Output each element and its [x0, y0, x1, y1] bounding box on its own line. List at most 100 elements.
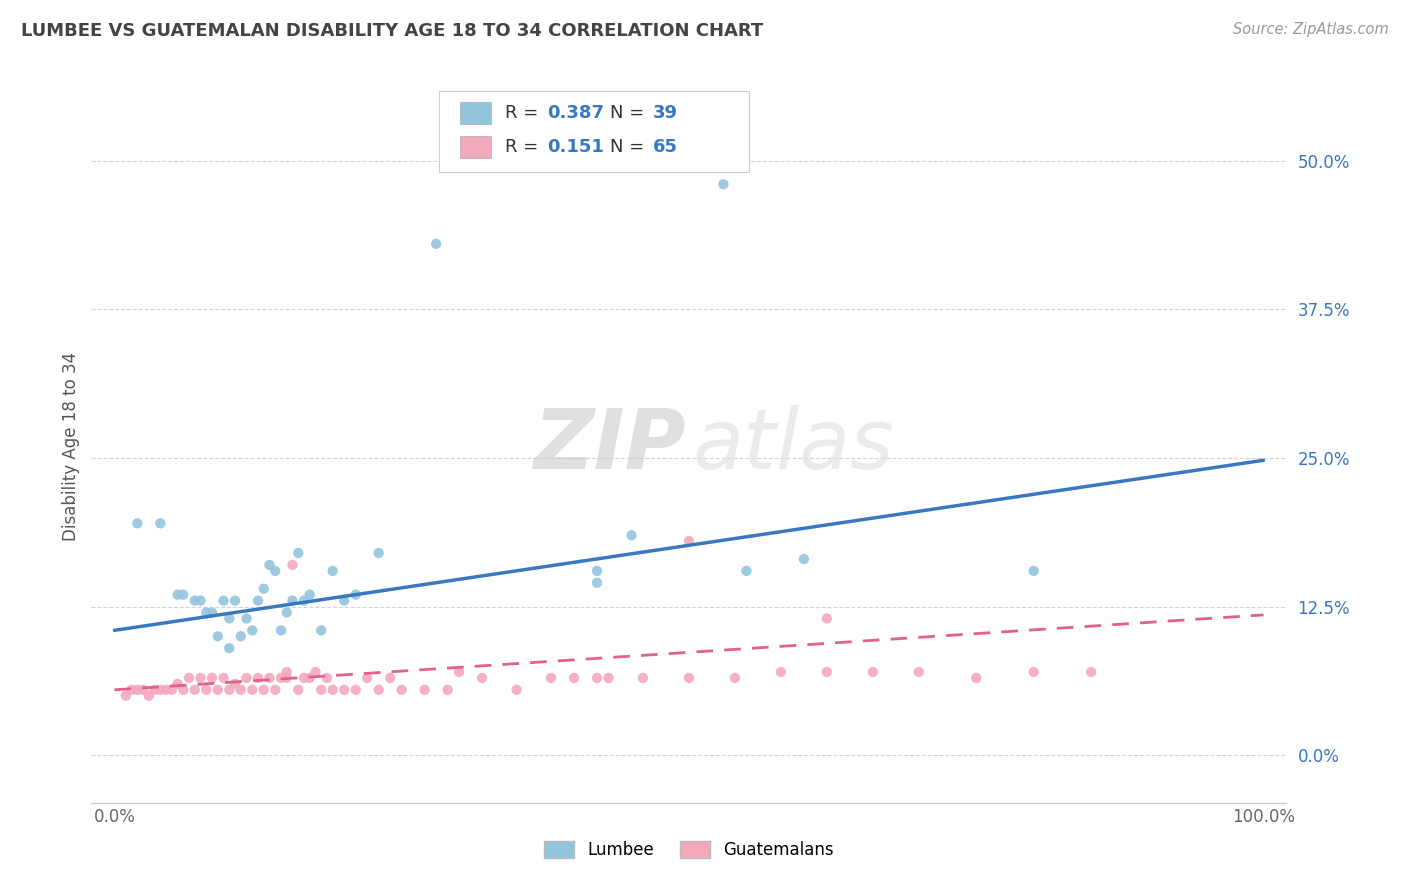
Point [540, 671, 562, 685]
Point [190, 593, 212, 607]
Point [333, 682, 356, 697]
Point [218, 641, 240, 656]
Point [620, 528, 643, 542]
Point [201, 671, 224, 685]
Point [292, 593, 315, 607]
Point [309, 624, 332, 638]
Point [1022, 564, 1045, 578]
Text: 0.387: 0.387 [547, 104, 605, 122]
Point [586, 564, 609, 578]
Point [724, 671, 747, 685]
Point [678, 671, 700, 685]
Text: N =: N = [610, 138, 650, 156]
Point [436, 682, 458, 697]
Point [218, 682, 240, 697]
Point [505, 682, 527, 697]
Point [212, 671, 235, 685]
Point [253, 582, 276, 596]
Point [586, 575, 609, 590]
Point [413, 682, 436, 697]
Point [333, 593, 356, 607]
Point [172, 682, 194, 697]
Point [322, 564, 344, 578]
Point [276, 606, 298, 620]
Point [292, 671, 315, 685]
Point [195, 682, 218, 697]
Point [598, 671, 620, 685]
Point [1022, 665, 1045, 679]
Text: R =: R = [505, 138, 550, 156]
Text: 65: 65 [652, 138, 678, 156]
Point [190, 671, 212, 685]
Point [907, 665, 929, 679]
Point [132, 682, 155, 697]
Point [218, 611, 240, 625]
Point [298, 588, 321, 602]
Text: 39: 39 [652, 104, 678, 122]
Point [166, 588, 188, 602]
Point [449, 665, 471, 679]
Point [304, 665, 326, 679]
Point [367, 546, 389, 560]
Point [207, 629, 229, 643]
Point [143, 682, 166, 697]
Point [247, 671, 270, 685]
Point [631, 671, 654, 685]
Point [713, 178, 735, 192]
Point [287, 682, 309, 697]
Legend: Lumbee, Guatemalans: Lumbee, Guatemalans [537, 834, 841, 866]
Point [356, 671, 378, 685]
Point [1080, 665, 1102, 679]
Point [240, 682, 263, 697]
Point [184, 682, 207, 697]
Point [229, 629, 252, 643]
Point [247, 593, 270, 607]
Point [769, 665, 792, 679]
Point [235, 611, 257, 625]
Point [391, 682, 413, 697]
Point [259, 671, 281, 685]
Point [276, 671, 298, 685]
Point [471, 671, 494, 685]
Point [138, 689, 160, 703]
Point [815, 611, 838, 625]
Point [586, 671, 609, 685]
Point [309, 682, 332, 697]
Point [344, 588, 367, 602]
Point [793, 552, 815, 566]
Point [201, 606, 224, 620]
Point [276, 665, 298, 679]
Point [195, 606, 218, 620]
Point [160, 682, 183, 697]
Point [166, 677, 188, 691]
Point [678, 534, 700, 549]
Point [281, 593, 304, 607]
Point [224, 593, 246, 607]
Point [240, 624, 263, 638]
Point [224, 677, 246, 691]
Text: N =: N = [610, 104, 650, 122]
Point [562, 671, 585, 685]
Point [121, 682, 143, 697]
Point [264, 564, 287, 578]
Point [270, 624, 292, 638]
Point [270, 671, 292, 685]
Point [862, 665, 884, 679]
Point [229, 682, 252, 697]
Text: atlas: atlas [693, 406, 894, 486]
Point [177, 671, 200, 685]
Text: Source: ZipAtlas.com: Source: ZipAtlas.com [1233, 22, 1389, 37]
Text: R =: R = [505, 104, 544, 122]
Point [316, 671, 339, 685]
Text: ZIP: ZIP [533, 406, 685, 486]
Point [149, 516, 172, 531]
Point [172, 588, 194, 602]
Point [155, 682, 177, 697]
Point [287, 546, 309, 560]
Point [425, 236, 447, 251]
Y-axis label: Disability Age 18 to 34: Disability Age 18 to 34 [62, 351, 80, 541]
Text: 0.151: 0.151 [547, 138, 603, 156]
Point [815, 665, 838, 679]
Point [259, 558, 281, 572]
Point [235, 671, 257, 685]
